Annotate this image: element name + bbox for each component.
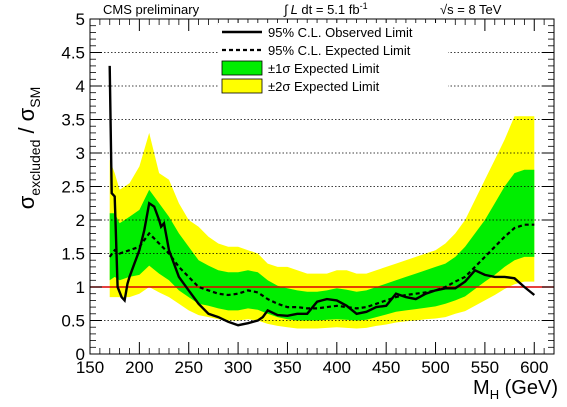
x-tick-label: 600 [520, 358, 548, 377]
y-tick-label: 3.5 [61, 111, 85, 130]
header-experiment-label: CMS preliminary [103, 2, 200, 17]
lines-layer [90, 65, 554, 327]
x-tick-label: 200 [125, 358, 153, 377]
x-tick-label: 300 [224, 358, 252, 377]
bands-layer [109, 116, 535, 329]
x-title-main: M [473, 377, 490, 399]
lumi-text: dt = 5.1 fb [298, 2, 360, 17]
x-tick-label: 350 [273, 358, 301, 377]
observed-limit-line [108, 65, 536, 327]
lumi-integral-symbol: ∫ [283, 2, 289, 17]
y-title-subscript-2: SM [27, 87, 43, 108]
x-title-unit: (GeV) [499, 377, 558, 399]
legend-label: ±1σ Expected Limit [268, 61, 380, 76]
y-axis-title: σexcluded / σSM [14, 87, 43, 210]
x-tick-label: 500 [421, 358, 449, 377]
x-title-subscript: H [490, 387, 499, 402]
y-tick-label: 4.5 [61, 44, 85, 63]
y-title-sigma-1: σ [14, 195, 39, 209]
header-energy-label: √s = 8 TeV [440, 2, 502, 17]
legend-label: 95% C.L. Observed Limit [268, 25, 413, 40]
legend-swatch-2sigma [221, 78, 263, 94]
x-tick-label: 150 [76, 358, 104, 377]
y-tick-label: 5 [76, 10, 85, 29]
x-tick-label: 550 [471, 358, 499, 377]
legend-label: 95% C.L. Expected Limit [268, 43, 411, 58]
y-tick-label: 0 [76, 345, 85, 364]
x-tick-label: 400 [323, 358, 351, 377]
axes-layer: 0 0.5 1 1.5 2 2.5 3 3.5 4 4.5 5 150 200 250 300 350 400 4… [61, 10, 555, 377]
header-luminosity-label: ∫ L dt = 5.1 fb-1 [283, 1, 368, 17]
y-tick-label: 2.5 [61, 178, 85, 197]
legend-swatch-1sigma [221, 60, 263, 76]
y-title-sigma-2: σ [14, 107, 39, 121]
y-tick-label: 1 [76, 278, 85, 297]
legend-label: ±2σ Expected Limit [268, 79, 380, 94]
x-tick-label: 450 [372, 358, 400, 377]
y-tick-label: 1.5 [61, 245, 85, 264]
y-tick-label: 2 [76, 211, 85, 230]
band-1sigma [109, 169, 535, 321]
legend: 95% C.L. Observed Limit 95% C.L. Expected… [218, 23, 448, 101]
y-tick-label: 0.5 [61, 312, 85, 331]
y-tick-label: 4 [76, 77, 85, 96]
y-title-slash: / [14, 121, 39, 139]
x-axis-title: MH (GeV) [473, 377, 558, 402]
lumi-exponent: -1 [360, 1, 368, 11]
y-tick-label: 3 [76, 144, 85, 163]
lumi-L-symbol: L [291, 2, 298, 17]
y-title-subscript-1: excluded [27, 140, 43, 196]
x-tick-label: 250 [175, 358, 203, 377]
